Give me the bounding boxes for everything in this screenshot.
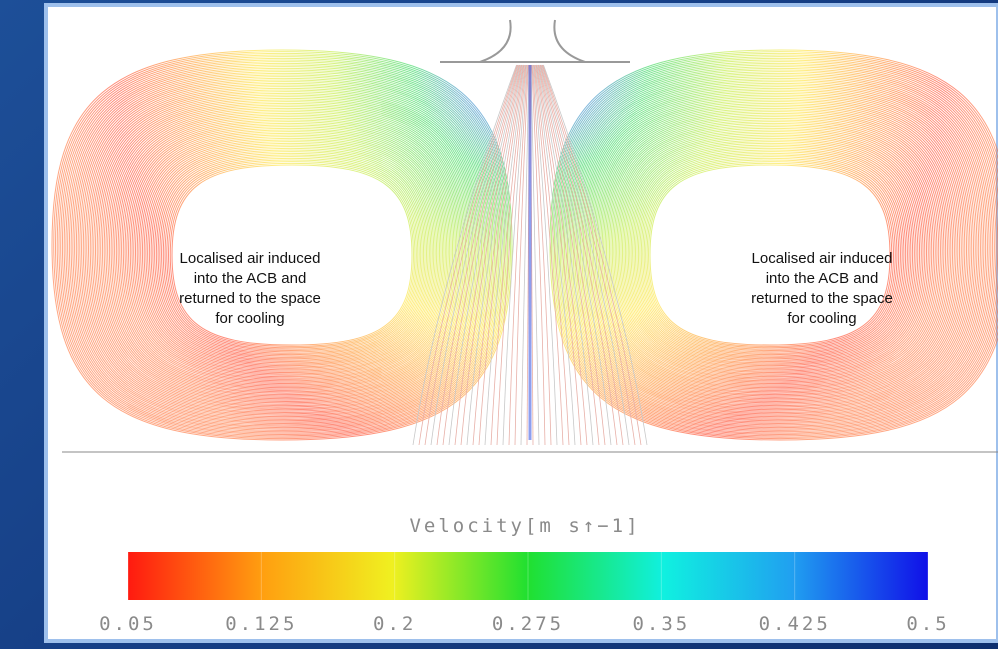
annotation-line: returned to the space <box>751 290 893 307</box>
tick-label: 0.35 <box>632 613 690 635</box>
tick-label: 0.425 <box>759 613 831 635</box>
annotation-line: returned to the space <box>179 290 321 307</box>
page: Localised air induced into the ACB and ret… <box>0 0 998 649</box>
colorbar-title: Velocity[m s↑−1] <box>409 515 640 537</box>
annotation-line: Localised air induced <box>752 250 893 267</box>
tick-label: 0.5 <box>906 613 949 635</box>
annotation-line: into the ACB and <box>766 270 879 287</box>
tick-label: 0.2 <box>373 613 416 635</box>
slide: Localised air induced into the ACB and ret… <box>0 0 998 649</box>
annotation-line: for cooling <box>215 310 284 327</box>
annotation-line: Localised air induced <box>180 250 321 267</box>
annotation-line: into the ACB and <box>194 270 307 287</box>
annotation-line: for cooling <box>787 310 856 327</box>
tick-label: 0.05 <box>99 613 157 635</box>
tick-label: 0.275 <box>492 613 564 635</box>
tick-label: 0.125 <box>225 613 297 635</box>
